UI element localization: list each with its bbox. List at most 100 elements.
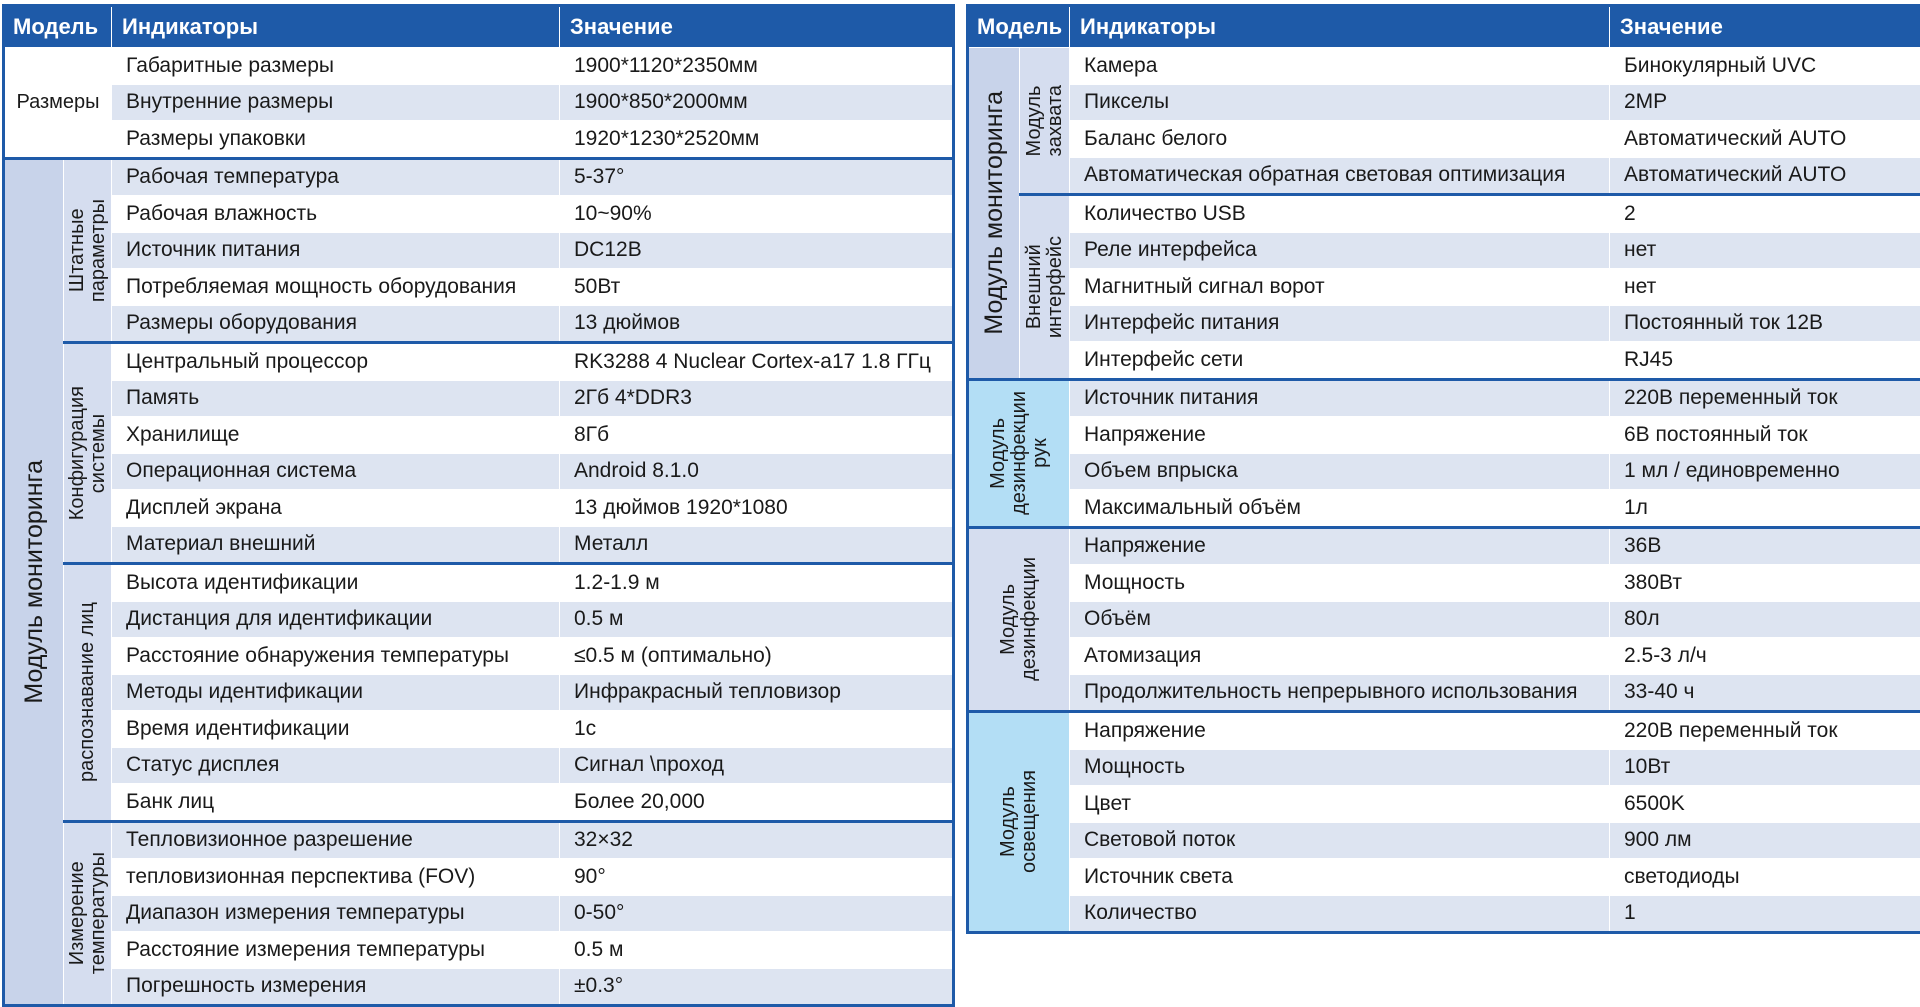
indicator-cell: Статус дисплея [112,747,560,784]
value-cell: Металл [560,526,954,564]
value-cell: 0-50° [560,895,954,932]
value-cell: 1л [1610,490,1920,528]
value-cell: светодиоды [1610,859,1920,896]
value-cell: нет [1610,269,1920,306]
indicator-cell: Высота идентификации [112,564,560,602]
value-cell: 13 дюймов 1920*1080 [560,490,954,527]
indicator-cell: Память [112,380,560,417]
indicator-cell: Напряжение [1070,527,1610,565]
value-cell: 1 [1610,895,1920,933]
value-cell: Постоянный ток 12В [1610,305,1920,342]
group-label-cell: Измерение температуры [64,821,112,1006]
indicator-cell: Атомизация [1070,638,1610,675]
indicator-cell: Камера [1070,48,1610,85]
value-cell: Бинокулярный UVC [1610,48,1920,85]
value-cell: 2.5-3 л/ч [1610,638,1920,675]
module-label-cell: Модуль дезинфекции [968,527,1070,712]
indicator-cell: Операционная система [112,453,560,490]
indicator-cell: Пикселы [1070,84,1610,121]
value-cell: 33-40 ч [1610,674,1920,712]
monitoring-module-cell: Модуль мониторинга [968,48,1020,380]
header-row: Модель Индикаторы Значение [968,6,1920,48]
value-cell: ±0.3° [560,968,954,1006]
indicator-cell: Рабочая влажность [112,196,560,233]
value-cell: 6В постоянный ток [1610,417,1920,454]
value-cell: 10~90% [560,196,954,233]
value-cell: Сигнал \проход [560,747,954,784]
value-cell: 1 мл / единовременно [1610,453,1920,490]
value-cell: 2 [1610,195,1920,233]
indicator-cell: Количество USB [1070,195,1610,233]
value-cell: 0.5 м [560,601,954,638]
value-cell: 1.2-1.9 м [560,564,954,602]
monitoring-module-label: Модуль мониторинга [981,91,1007,335]
value-cell: Автоматический AUTO [1610,121,1920,158]
indicator-cell: Потребляемая мощность оборудования [112,269,560,306]
monitoring-module-label: Модуль мониторинга [21,460,47,704]
value-cell: 36В [1610,527,1920,565]
indicator-cell: Дистанция для идентификации [112,601,560,638]
indicator-cell: Время идентификации [112,711,560,748]
module-label-cell: Модуль дезинфекции рук [968,379,1070,527]
indicator-cell: Автоматическая обратная световая оптимиз… [1070,157,1610,195]
indicator-cell: Центральный процессор [112,343,560,381]
value-cell: 220В переменный ток [1610,379,1920,417]
indicator-cell: Габаритные размеры [112,48,560,85]
group-label-cell: Штатные параметры [64,158,112,343]
group-label-cell: Конфигурация системы [64,343,112,564]
indicator-cell: Материал внешний [112,526,560,564]
value-cell: 90° [560,859,954,896]
indicator-cell: Количество [1070,895,1610,933]
module-label: Модуль дезинфекции [998,557,1040,681]
value-cell: 80л [1610,601,1920,638]
header-model: Модель [968,6,1070,48]
sizes-group-cell: Размеры [4,48,112,159]
value-cell: 13 дюймов [560,305,954,343]
module-label: Модуль освещения [998,770,1040,873]
indicator-cell: Мощность [1070,565,1610,602]
table-row: Дистанция для идентификации 0.5 м [4,601,954,638]
indicator-cell: Объем впрыска [1070,453,1610,490]
indicator-cell: Размеры оборудования [112,305,560,343]
indicator-cell: Тепловизионное разрешение [112,821,560,859]
module-label: Модуль дезинфекции рук [988,391,1051,515]
indicator-cell: Напряжение [1070,417,1610,454]
indicator-cell: Объём [1070,601,1610,638]
table-row: тепловизионная перспектива (FOV)90° [4,859,954,896]
value-cell: DC12B [560,232,954,269]
value-cell: 32×32 [560,821,954,859]
module-label-cell: Модуль освещения [968,712,1070,933]
value-cell: 2Гб 4*DDR3 [560,380,954,417]
value-cell: 6500K [1610,786,1920,823]
header-row: Модель Индикаторы Значение [4,6,954,48]
value-cell: 8Гб [560,417,954,454]
value-cell: Автоматический AUTO [1610,157,1920,195]
value-cell: Android 8.1.0 [560,453,954,490]
indicator-cell: Методы идентификации [112,674,560,711]
value-cell: Более 20,000 [560,784,954,822]
value-cell: 1с [560,711,954,748]
group-label: Измерение температуры [67,852,109,974]
value-cell: 0.5 м [560,932,954,969]
